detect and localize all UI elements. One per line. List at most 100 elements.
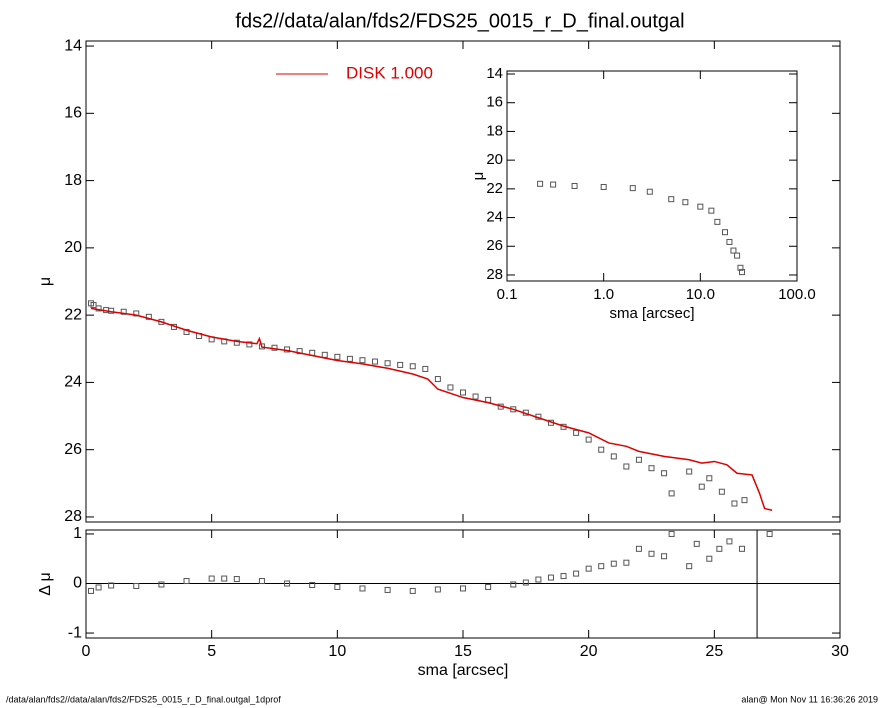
y-tick-label: 20 [64, 239, 82, 256]
data-point [133, 310, 140, 317]
footer-path: /data/alan/fds2//data/alan/fds2/FDS25_00… [6, 694, 281, 704]
data-point [233, 339, 240, 346]
data-point [95, 584, 102, 591]
data-point [573, 570, 580, 577]
x-tick-label: 20 [580, 643, 598, 660]
data-point [535, 576, 542, 583]
x-tick-label: 15 [454, 643, 472, 660]
data-point [258, 343, 265, 350]
data-point [409, 363, 416, 370]
data-point [693, 540, 700, 547]
data-point [697, 203, 704, 210]
data-point [623, 559, 630, 566]
y-tick-label: 0 [73, 575, 82, 592]
data-point [718, 488, 725, 495]
x-tick-label: 1.0 [593, 286, 614, 303]
data-point [698, 483, 705, 490]
x-tick-label: 100.0 [778, 286, 816, 303]
data-point [598, 563, 605, 570]
data-point [648, 550, 655, 557]
data-point [661, 553, 668, 560]
data-point [522, 579, 529, 586]
data-point [726, 538, 733, 545]
data-point [738, 545, 745, 552]
data-point [258, 578, 265, 585]
data-point [434, 586, 441, 593]
data-point [668, 530, 675, 537]
y-tick-label: 24 [486, 209, 503, 226]
y-tick-label: 26 [486, 237, 503, 254]
footer-stamp: alan@ Mon Nov 11 16:36:26 2019 [741, 694, 878, 704]
data-point [422, 365, 429, 372]
y-tick-label: 22 [64, 306, 82, 323]
data-point [686, 468, 693, 475]
data-point [668, 196, 675, 203]
y-tick-label: 14 [64, 37, 82, 54]
data-point [158, 581, 165, 588]
y-tick-label: 24 [64, 374, 82, 391]
data-point [571, 182, 578, 189]
data-point [384, 586, 391, 593]
x-tick-label: 0.1 [497, 286, 518, 303]
data-point [610, 560, 617, 567]
data-point [661, 470, 668, 477]
y-tick-label: -1 [68, 624, 82, 641]
data-point [648, 465, 655, 472]
data-point [737, 264, 744, 271]
y-tick-label: 16 [64, 105, 82, 122]
data-point [208, 575, 215, 582]
x-tick-label: 30 [831, 643, 849, 660]
x-axis-label: sma [arcsec] [609, 305, 694, 322]
data-point [359, 585, 366, 592]
data-point [183, 328, 190, 335]
data-point [708, 207, 715, 214]
data-point [409, 587, 416, 594]
data-point [246, 341, 253, 348]
data-point [635, 456, 642, 463]
legend-label: DISK 1.000 [346, 63, 433, 82]
data-point [145, 313, 152, 320]
data-point [133, 582, 140, 589]
data-point [120, 308, 127, 315]
y-tick-label: 1 [73, 525, 82, 542]
y-axis-label: μ [470, 172, 487, 181]
data-point [550, 181, 557, 188]
x-tick-label: 0 [82, 643, 91, 660]
data-point [334, 583, 341, 590]
y-tick-label: 20 [486, 151, 503, 168]
data-point [447, 384, 454, 391]
data-point [334, 353, 341, 360]
data-point [635, 545, 642, 552]
data-point [472, 393, 479, 400]
data-point [485, 583, 492, 590]
y-tick-label: 26 [64, 441, 82, 458]
y-axis-label: Δ μ [37, 572, 54, 595]
data-point [714, 218, 721, 225]
data-point [585, 436, 592, 443]
y-tick-label: 16 [486, 94, 503, 111]
data-point [384, 360, 391, 367]
data-point [346, 355, 353, 362]
data-point [739, 269, 746, 276]
data-point [573, 429, 580, 436]
model-line [90, 307, 773, 511]
x-axis-label: sma [arcsec] [418, 662, 509, 679]
data-point [623, 463, 630, 470]
data-point [706, 555, 713, 562]
data-point [90, 302, 97, 309]
data-point [766, 530, 773, 537]
y-tick-label: 18 [486, 122, 503, 139]
data-point [309, 581, 316, 588]
data-point [95, 305, 102, 312]
plot-title: fds2//data/alan/fds2/FDS25_0015_r_D_fina… [235, 10, 684, 32]
data-point [741, 497, 748, 504]
y-axis-label: μ [37, 277, 54, 286]
data-point [585, 565, 592, 572]
data-point [722, 229, 729, 236]
data-point [397, 361, 404, 368]
y-tick-label: 18 [64, 172, 82, 189]
data-point [547, 574, 554, 581]
data-point [460, 585, 466, 592]
data-point [734, 252, 741, 259]
